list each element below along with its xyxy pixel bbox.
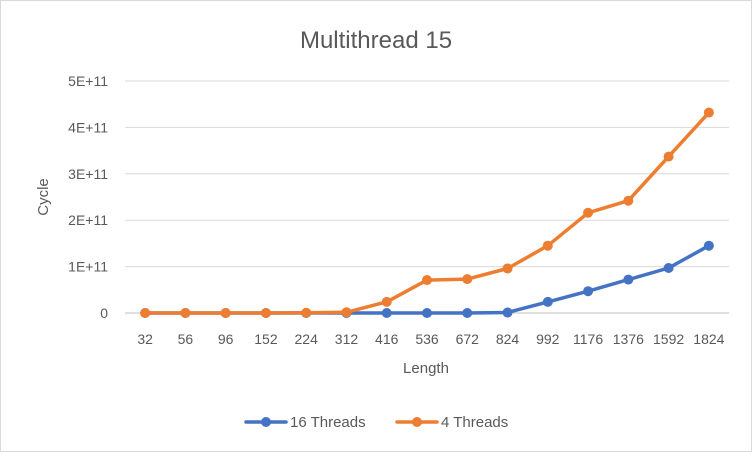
data-point <box>301 307 312 318</box>
series-layer <box>140 107 714 318</box>
data-point <box>542 296 553 307</box>
legend-label: 16 Threads <box>290 414 366 431</box>
x-tick-label: 1592 <box>653 331 684 347</box>
data-point <box>502 263 513 274</box>
data-point <box>703 107 714 118</box>
data-point <box>623 274 634 285</box>
data-point <box>663 151 674 162</box>
data-point <box>422 275 432 286</box>
data-point <box>180 308 191 318</box>
x-tick-label: 96 <box>218 331 234 347</box>
data-point <box>381 308 392 318</box>
data-point <box>341 307 352 318</box>
data-point <box>623 195 634 206</box>
data-point <box>583 286 594 297</box>
data-point <box>260 308 271 318</box>
y-tick-label: 0 <box>100 305 108 321</box>
x-tick-label: 416 <box>375 331 399 347</box>
x-axis-title: Length <box>403 360 449 377</box>
gridlines <box>125 80 729 314</box>
data-point <box>462 308 473 318</box>
chart-title: Multithread 15 <box>300 27 452 54</box>
y-tick-label: 4E+11 <box>68 119 108 135</box>
data-point <box>140 308 151 318</box>
legend-label: 4 Threads <box>441 414 508 431</box>
data-point <box>542 240 553 251</box>
data-point <box>422 308 432 318</box>
legend-marker <box>412 417 422 427</box>
x-tick-label: 152 <box>254 331 278 347</box>
x-tick-label: 224 <box>295 331 319 347</box>
y-tick-label: 3E+11 <box>68 166 108 182</box>
y-axis-ticks: 0 1E+11 2E+11 3E+11 4E+11 5E+11 <box>68 73 108 321</box>
x-tick-label: 312 <box>335 331 359 347</box>
x-tick-label: 56 <box>178 331 194 347</box>
legend-item: 4 Threads <box>395 414 508 431</box>
x-tick-label: 1376 <box>613 331 644 347</box>
legend-marker <box>261 417 271 427</box>
x-tick-label: 992 <box>536 331 560 347</box>
data-point <box>583 207 594 218</box>
data-point <box>220 308 231 318</box>
data-point <box>462 274 473 285</box>
x-tick-label: 672 <box>456 331 480 347</box>
y-axis-title: Cycle <box>35 178 52 216</box>
legend: 16 Threads 4 Threads <box>244 414 508 431</box>
series-2 <box>140 107 714 318</box>
y-tick-label: 2E+11 <box>68 212 108 228</box>
x-tick-label: 824 <box>496 331 520 347</box>
data-point <box>502 307 513 318</box>
data-point <box>381 296 392 307</box>
data-point <box>663 262 674 273</box>
legend-item: 16 Threads <box>244 414 366 431</box>
x-tick-label: 1176 <box>573 331 603 347</box>
data-point <box>703 240 714 251</box>
x-axis-ticks: 32 56 96 152 224 312 416 536 672 824 992 1176 1376 15… <box>137 331 724 347</box>
x-tick-label: 32 <box>137 331 153 347</box>
x-tick-label: 1824 <box>693 331 724 347</box>
y-tick-label: 1E+11 <box>68 259 108 275</box>
x-tick-label: 536 <box>415 331 439 347</box>
y-tick-label: 5E+11 <box>68 73 108 89</box>
